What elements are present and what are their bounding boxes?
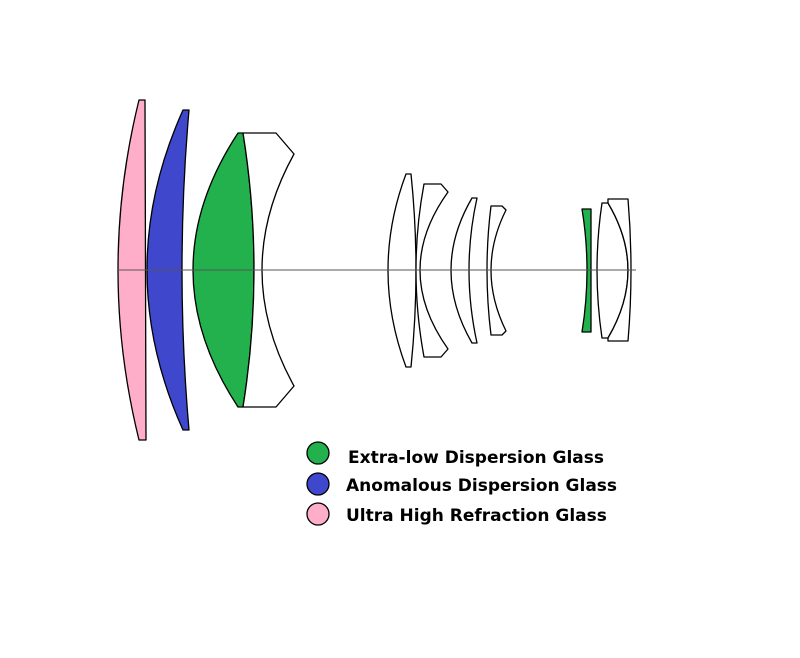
lens-element-8 <box>486 205 507 336</box>
legend-label: Anomalous Dispersion Glass <box>346 476 617 496</box>
lens-element-6 <box>415 183 449 358</box>
lens-element-4 <box>242 132 295 408</box>
lens-element-11 <box>607 198 632 342</box>
legend-swatch-icon <box>306 472 330 496</box>
legend-label: Ultra High Refraction Glass <box>346 506 607 526</box>
legend-item-extra-low-dispersion: Extra-low Dispersion Glass <box>306 441 604 468</box>
lens-element-9 <box>581 208 592 333</box>
legend-item-ultra-high-refraction: Ultra High Refraction Glass <box>306 502 607 526</box>
legend-swatch-icon <box>306 441 330 465</box>
legend-swatch-icon <box>306 502 330 526</box>
legend-item-anomalous-dispersion: Anomalous Dispersion Glass <box>306 472 617 496</box>
legend-label: Extra-low Dispersion Glass <box>348 448 604 468</box>
legend: Extra-low Dispersion Glass Anomalous Dis… <box>306 441 617 526</box>
